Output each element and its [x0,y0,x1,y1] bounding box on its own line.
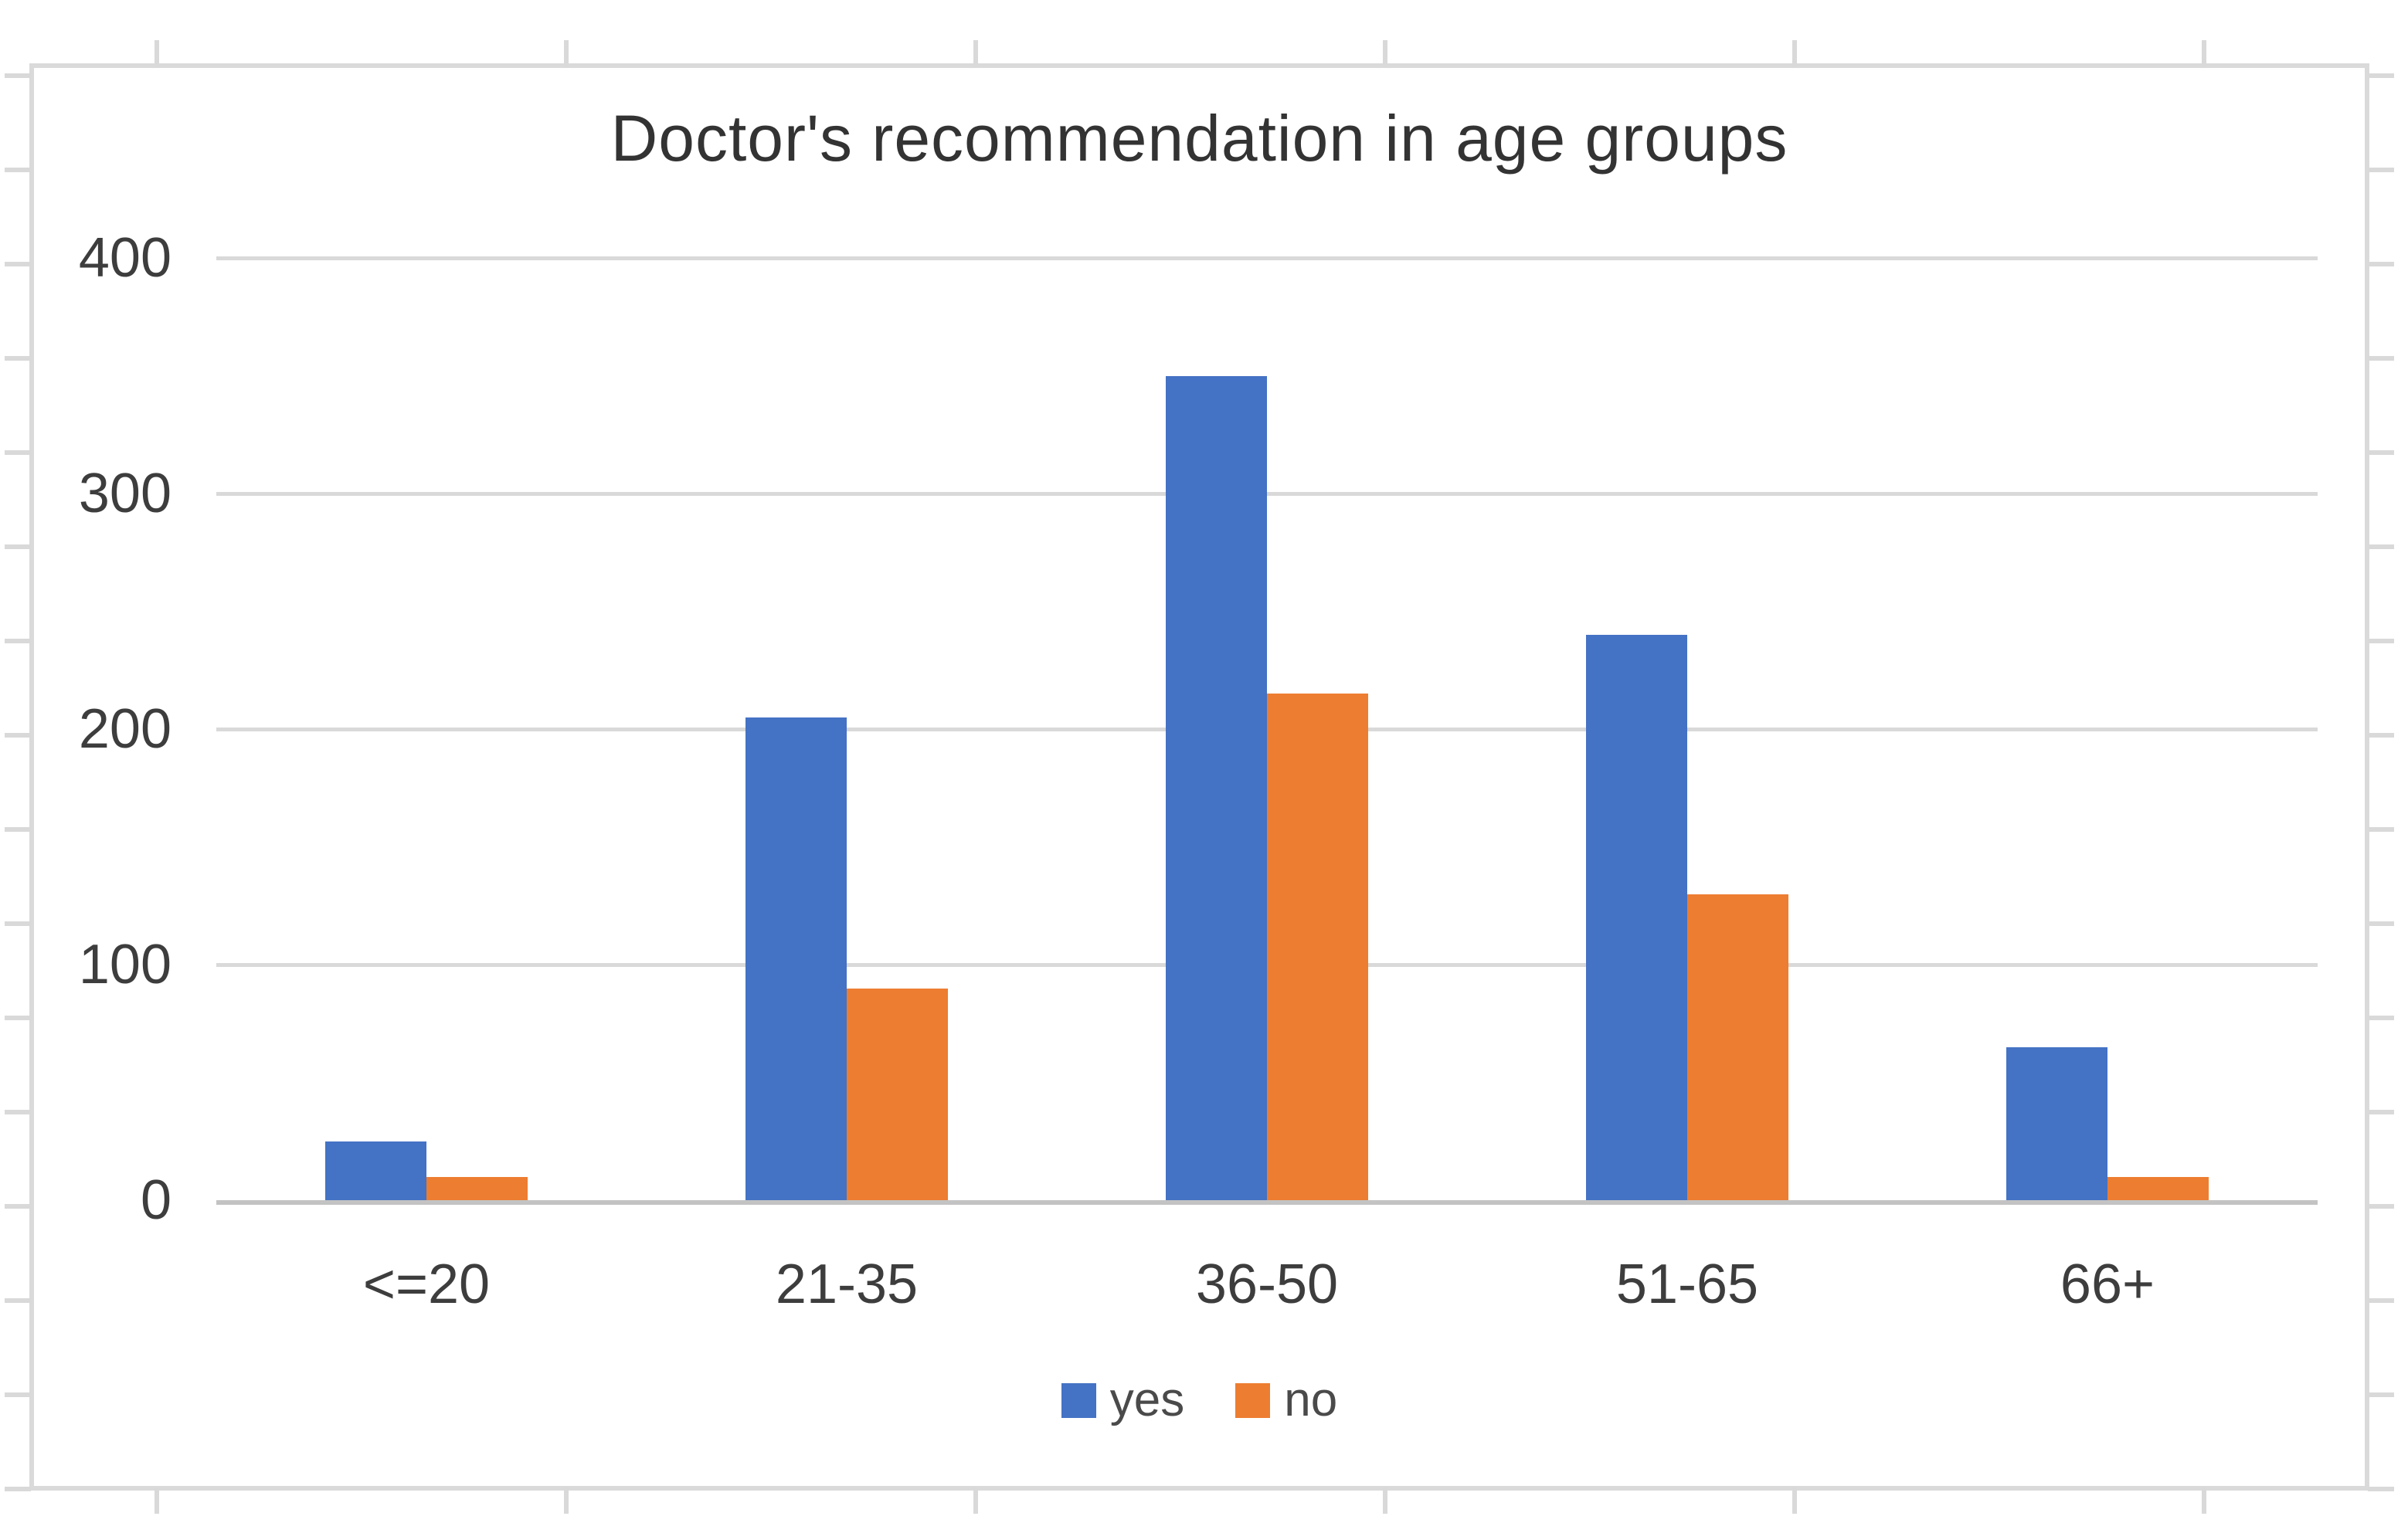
legend-swatch-no [1235,1382,1271,1418]
edge-tick-top [2202,40,2206,66]
bar-yes [325,1141,426,1200]
edge-tick-left [5,1204,31,1209]
edge-tick-left [5,73,31,78]
gridline [216,492,2318,496]
edge-tick-right [2368,921,2394,926]
edge-tick-left [5,1298,31,1303]
bar-no [1687,894,1788,1200]
bar-no [426,1176,528,1200]
gridline [216,256,2318,260]
x-axis-tick-label: <=20 [362,1253,491,1315]
edge-tick-bottom [2202,1487,2206,1514]
edge-tick-left [5,1016,31,1020]
edge-tick-right [2368,1298,2394,1303]
bar-no [1267,694,1368,1200]
edge-tick-right [2368,1487,2394,1491]
legend-item-no: no [1235,1376,1337,1424]
y-axis-tick-label: 0 [140,1169,172,1231]
x-axis-tick-label: 51-65 [1615,1253,1759,1315]
edge-tick-bottom [564,1487,569,1514]
edge-tick-bottom [973,1487,978,1514]
edge-tick-left [5,450,31,455]
edge-tick-left [5,827,31,832]
edge-tick-right [2368,356,2394,361]
x-axis-tick-label: 36-50 [1195,1253,1339,1315]
edge-tick-bottom [155,1487,159,1514]
edge-tick-bottom [1383,1487,1387,1514]
legend-item-yes: yes [1061,1376,1184,1424]
y-axis-tick-label: 200 [78,698,172,760]
y-axis-tick-label: 100 [78,934,172,996]
edge-tick-top [155,40,159,66]
legend-label-no: no [1284,1373,1338,1426]
edge-tick-right [2368,544,2394,549]
edge-tick-right [2368,827,2394,832]
bar-no [2107,1176,2209,1200]
edge-tick-right [2368,1110,2394,1114]
bar-no [847,988,948,1200]
edge-tick-right [2368,73,2394,78]
edge-tick-left [5,1392,31,1397]
chart-frame: Doctor's recommendation in age groups ye… [29,63,2369,1491]
edge-tick-top [1383,40,1387,66]
edge-tick-left [5,1487,31,1491]
y-axis-tick-label: 400 [78,227,172,289]
edge-tick-right [2368,1392,2394,1397]
x-axis-tick-label: 21-35 [775,1253,919,1315]
x-axis-tick-label: 66+ [2060,1253,2155,1315]
legend-label-yes: yes [1109,1373,1185,1426]
edge-tick-top [564,40,569,66]
edge-tick-left [5,921,31,926]
x-axis-line [216,1200,2318,1205]
edge-tick-left [5,639,31,643]
edge-tick-left [5,733,31,738]
legend-swatch-yes [1061,1382,1096,1418]
y-axis-tick-label: 300 [78,463,172,524]
edge-tick-bottom [1792,1487,1797,1514]
edge-tick-right [2368,168,2394,172]
edge-tick-left [5,168,31,172]
edge-tick-right [2368,262,2394,266]
bar-yes [1586,635,1687,1200]
edge-tick-right [2368,733,2394,738]
edge-tick-right [2368,1204,2394,1209]
legend: yes no [34,1376,2365,1424]
edge-tick-right [2368,1016,2394,1020]
edge-tick-left [5,356,31,361]
edge-tick-top [1792,40,1797,66]
chart-title: Doctor's recommendation in age groups [610,102,1788,175]
edge-tick-right [2368,450,2394,455]
edge-tick-top [973,40,978,66]
edge-tick-left [5,544,31,549]
bar-yes [2006,1046,2107,1200]
edge-tick-left [5,1110,31,1114]
bar-yes [1166,375,1267,1200]
bar-yes [745,717,847,1200]
edge-tick-right [2368,639,2394,643]
edge-tick-left [5,262,31,266]
